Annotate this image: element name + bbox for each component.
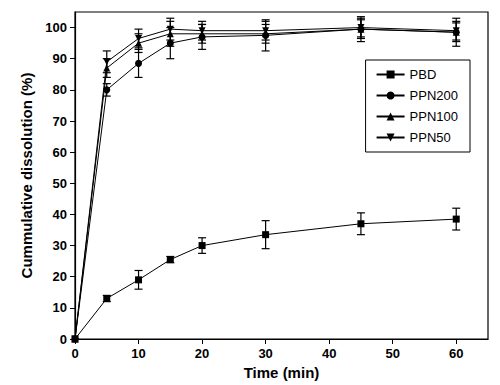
svg-text:90: 90: [53, 51, 67, 66]
svg-text:30: 30: [258, 346, 272, 361]
svg-text:60: 60: [53, 145, 67, 160]
svg-text:0: 0: [60, 332, 67, 347]
svg-text:60: 60: [449, 346, 463, 361]
svg-text:80: 80: [53, 82, 67, 97]
svg-text:Cummulative dissolution (%): Cummulative dissolution (%): [18, 73, 35, 279]
svg-text:PPN100: PPN100: [410, 109, 458, 124]
svg-text:PBD: PBD: [410, 67, 437, 82]
svg-text:10: 10: [131, 346, 145, 361]
svg-text:PPN200: PPN200: [410, 88, 458, 103]
svg-text:20: 20: [53, 269, 67, 284]
svg-text:40: 40: [53, 207, 67, 222]
svg-text:100: 100: [45, 20, 67, 35]
svg-text:0: 0: [71, 346, 78, 361]
svg-text:50: 50: [385, 346, 399, 361]
svg-text:PPN50: PPN50: [410, 130, 451, 145]
svg-text:50: 50: [53, 176, 67, 191]
svg-text:30: 30: [53, 238, 67, 253]
svg-text:20: 20: [195, 346, 209, 361]
svg-text:10: 10: [53, 300, 67, 315]
svg-text:40: 40: [322, 346, 336, 361]
svg-text:Time (min): Time (min): [244, 364, 320, 381]
svg-text:70: 70: [53, 114, 67, 129]
